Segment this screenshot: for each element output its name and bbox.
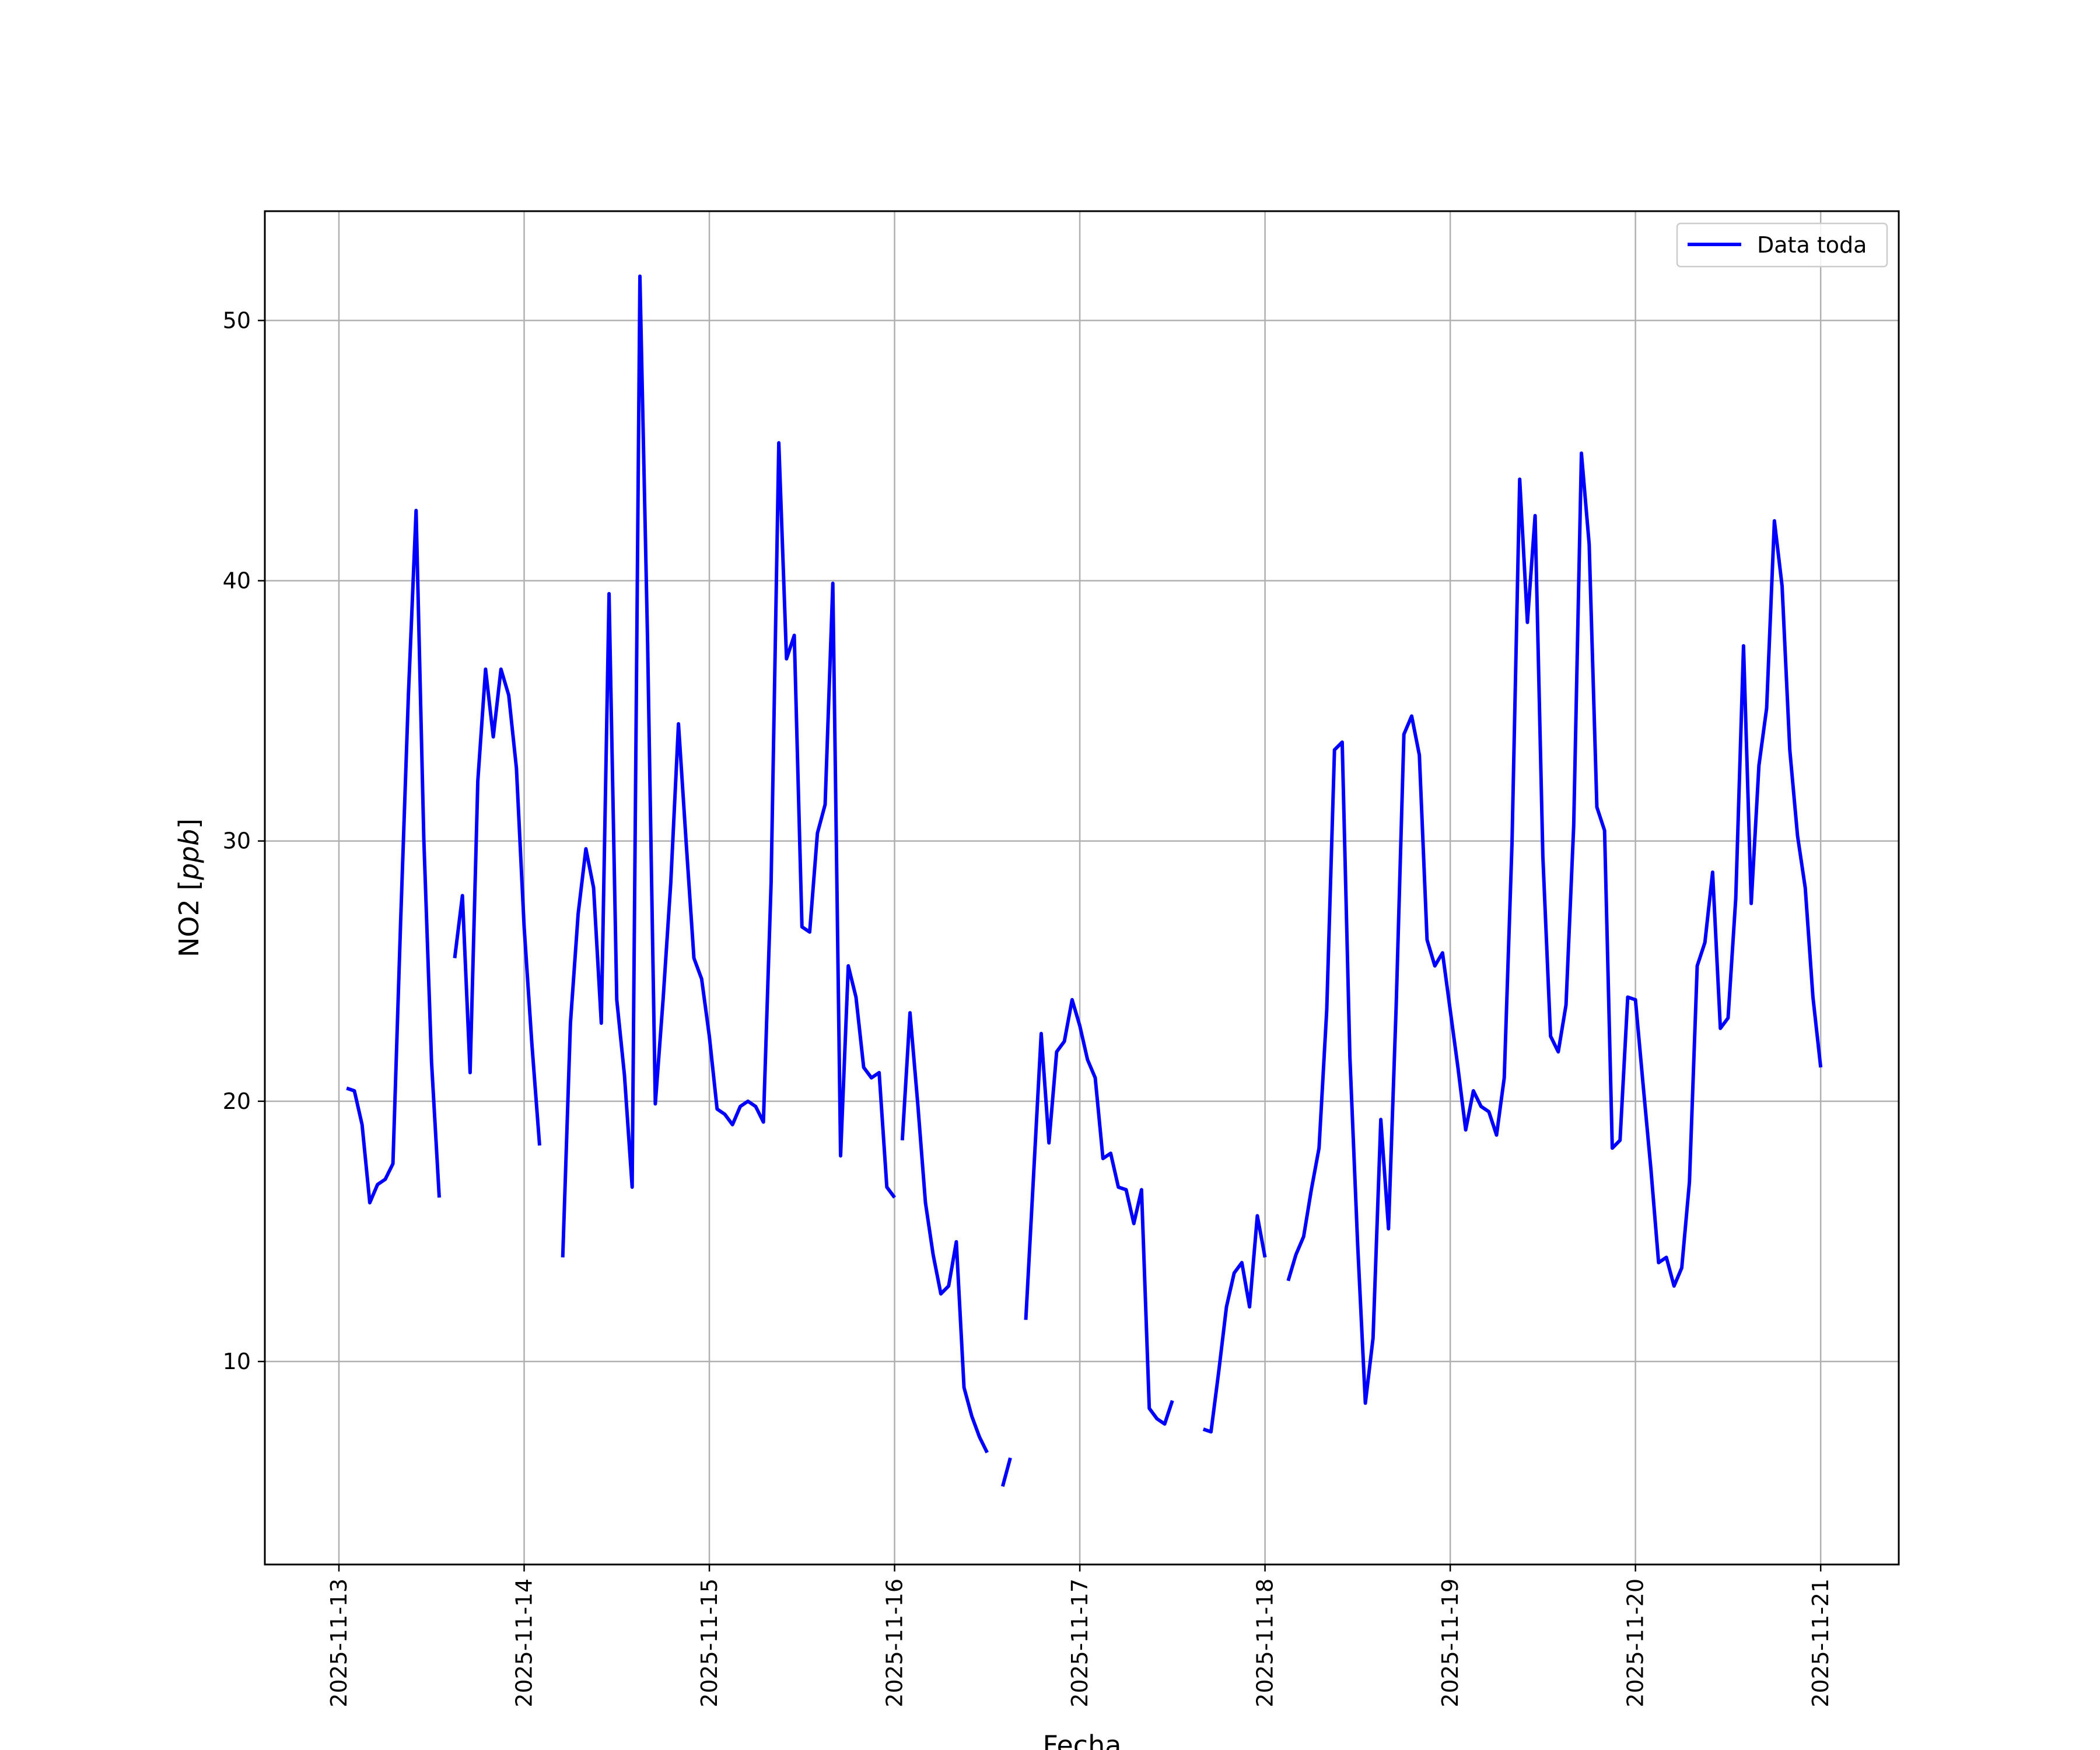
y-tick-label: 20 (223, 1088, 251, 1114)
x-tick-label: 2025-11-15 (696, 1578, 722, 1707)
x-tick-label: 2025-11-20 (1623, 1578, 1648, 1707)
grid (265, 211, 1899, 1564)
x-tick-label: 2025-11-16 (882, 1578, 908, 1707)
plot-frame (264, 210, 1900, 1566)
y-axis-ticks: 10 20 30 40 50 (223, 307, 265, 1374)
x-tick-label: 2025-11-18 (1252, 1578, 1278, 1707)
y-tick-label: 50 (223, 307, 251, 333)
series-line-segment (900, 1011, 989, 1454)
x-tick-label: 2025-11-17 (1067, 1578, 1093, 1707)
series-line-segment (1286, 451, 1823, 1405)
legend-box (1676, 222, 1888, 268)
series-line-segment (453, 667, 541, 1146)
legend-label: Data toda (1757, 232, 1867, 258)
x-axis-label: Fecha (1043, 1730, 1122, 1750)
legend: Data toda (1676, 222, 1888, 268)
x-tick-label: 2025-11-21 (1808, 1578, 1833, 1707)
x-tick-label: 2025-11-13 (326, 1578, 352, 1707)
y-axis-label-prefix: NO2 [ (173, 880, 205, 957)
series-line-segment (1000, 1457, 1012, 1487)
series-line-segment (1024, 998, 1174, 1426)
series-line-segment (1202, 1214, 1267, 1434)
y-tick-label: 40 (223, 568, 251, 594)
series-line-segment (346, 509, 441, 1205)
y-axis-label-unit: ppb (173, 829, 205, 881)
plot-lines (346, 274, 1823, 1487)
x-axis-ticks: 2025-11-13 2025-11-14 2025-11-15 2025-11-16… (326, 1564, 1833, 1707)
y-tick-label: 30 (223, 828, 251, 854)
y-axis-label: NO2 [ppb] (173, 818, 205, 957)
y-tick-label: 10 (223, 1349, 251, 1374)
series-line-segment (561, 274, 897, 1258)
x-tick-label: 2025-11-19 (1437, 1578, 1463, 1707)
y-axis-label-suffix: ] (173, 818, 205, 829)
x-tick-label: 2025-11-14 (512, 1578, 537, 1707)
